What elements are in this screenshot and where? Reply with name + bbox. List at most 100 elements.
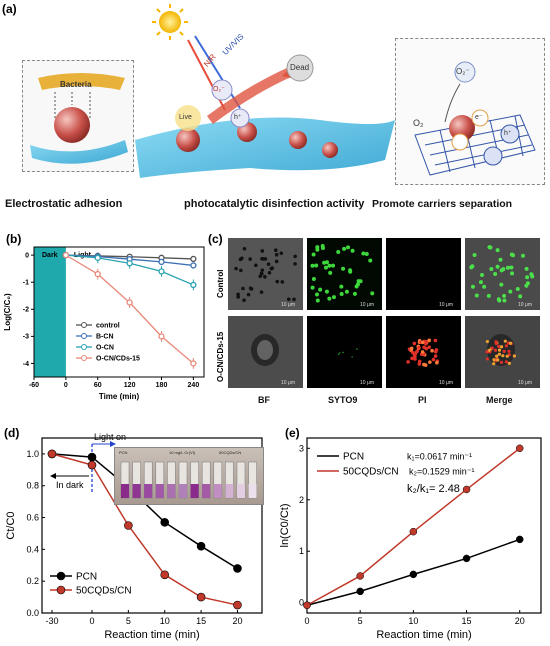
cell-syto9	[339, 291, 344, 296]
cell-bf	[242, 298, 246, 303]
cell-bf	[248, 257, 252, 261]
cell-bf	[241, 286, 245, 291]
caption-separation: Promote carriers separation	[372, 198, 513, 210]
cell-syto9	[336, 249, 341, 254]
vial-solution	[248, 484, 257, 498]
cell-merge-red	[493, 348, 498, 352]
cell-pi	[424, 346, 429, 351]
data-point	[303, 601, 311, 610]
cell-syto9	[322, 260, 327, 265]
x-axis-label: Reaction time (min)	[376, 629, 471, 641]
cell-pi	[424, 341, 428, 346]
cell-merge	[499, 268, 504, 273]
data-point	[515, 444, 524, 453]
in-dark-arrowhead	[50, 473, 56, 479]
inset-title-pcn: PCN	[119, 450, 128, 455]
vial-photo-inset: PCN 10 mg/L Cr(VI) 50CQDs/CN	[114, 447, 264, 505]
cell-merge	[489, 266, 494, 271]
cell-syto9	[310, 263, 315, 268]
cell-merge	[524, 283, 529, 288]
cell-syto9	[370, 291, 375, 296]
cell-syto9	[368, 258, 373, 263]
plot-frame	[41, 437, 263, 614]
cell-syto9	[315, 298, 320, 303]
cell-syto9	[364, 252, 369, 257]
cell-pi	[433, 349, 438, 354]
cell-merge	[515, 287, 520, 292]
cell-merge-red	[508, 341, 513, 345]
cell-merge-red	[490, 346, 494, 350]
cell-pi	[420, 350, 425, 354]
live-bacterium	[175, 105, 201, 131]
data-point	[47, 449, 57, 459]
cell-merge	[510, 253, 515, 258]
vial-solution	[132, 484, 141, 498]
x-tick-label: -30	[45, 616, 58, 626]
cell-bf	[236, 295, 240, 299]
cell-bf	[239, 268, 243, 273]
data-point	[160, 518, 170, 527]
scale-bar-7: 10 μm	[439, 380, 453, 386]
data-point	[190, 281, 197, 289]
cell-merge	[518, 294, 523, 299]
data-point	[233, 564, 242, 573]
x-tick-label: 10	[408, 616, 418, 626]
data-point	[515, 535, 524, 544]
scale-bar-6: 10 μm	[360, 380, 374, 386]
x-tick-label: 5	[358, 616, 363, 626]
cell-syto9	[320, 244, 325, 249]
data-point	[87, 460, 97, 470]
col-label-merge: Merge	[486, 395, 513, 405]
cell-syto9	[314, 263, 319, 268]
cell-bf	[293, 254, 297, 259]
cell-merge	[497, 298, 502, 303]
cell-merge-red	[497, 352, 502, 356]
caption-adhesion: Electrostatic adhesion	[5, 198, 123, 210]
cell-merge-red	[497, 348, 502, 352]
cell-merge	[470, 284, 475, 289]
legend-marker	[81, 355, 87, 361]
scale-bar-8: 10 μm	[518, 380, 532, 386]
cell-merge	[495, 248, 500, 253]
uv-ray	[194, 35, 241, 109]
data-point	[124, 521, 133, 530]
cell-bf	[240, 256, 244, 261]
micrograph-control-bf	[228, 238, 303, 310]
scale-bar-3: 10 μm	[439, 302, 453, 308]
cell-merge	[525, 275, 530, 280]
y-tick-label: 0.2	[26, 576, 39, 586]
y-tick-label: 3	[299, 443, 304, 453]
kill-arrow	[207, 67, 293, 125]
y-tick-label: 0.8	[26, 481, 39, 491]
data-point	[462, 485, 471, 494]
cell-pi	[413, 351, 418, 355]
data-point	[87, 452, 97, 462]
micrograph-control-merge	[465, 238, 540, 310]
y-tick-label: 1.0	[26, 449, 39, 459]
cell-merge	[499, 282, 504, 287]
micrograph-control-pi	[386, 238, 461, 310]
cell-pi	[420, 340, 425, 345]
cell-syto9-faint	[356, 348, 358, 350]
cell-merge	[495, 264, 500, 269]
x-tick-label: 0	[89, 616, 94, 626]
data-point	[356, 587, 364, 596]
o2-radical-circle	[454, 61, 476, 83]
row-label-treated: O-CN/CDs-15	[216, 331, 225, 382]
cell-pi	[406, 360, 410, 364]
cell-merge	[520, 253, 525, 258]
col-label-bf: BF	[258, 395, 270, 405]
cell-syto9	[346, 245, 351, 250]
cell-bf	[274, 259, 279, 264]
legend-label: PCN	[343, 452, 364, 463]
data-point	[462, 554, 471, 563]
cell-syto9	[324, 289, 329, 294]
cell-pi	[412, 341, 417, 346]
cell-merge-red	[492, 362, 496, 366]
cell-bf	[292, 297, 296, 302]
cell-merge	[502, 293, 507, 298]
cell-merge	[498, 257, 503, 262]
cell-bf	[259, 290, 264, 294]
cell-syto9	[350, 248, 355, 253]
